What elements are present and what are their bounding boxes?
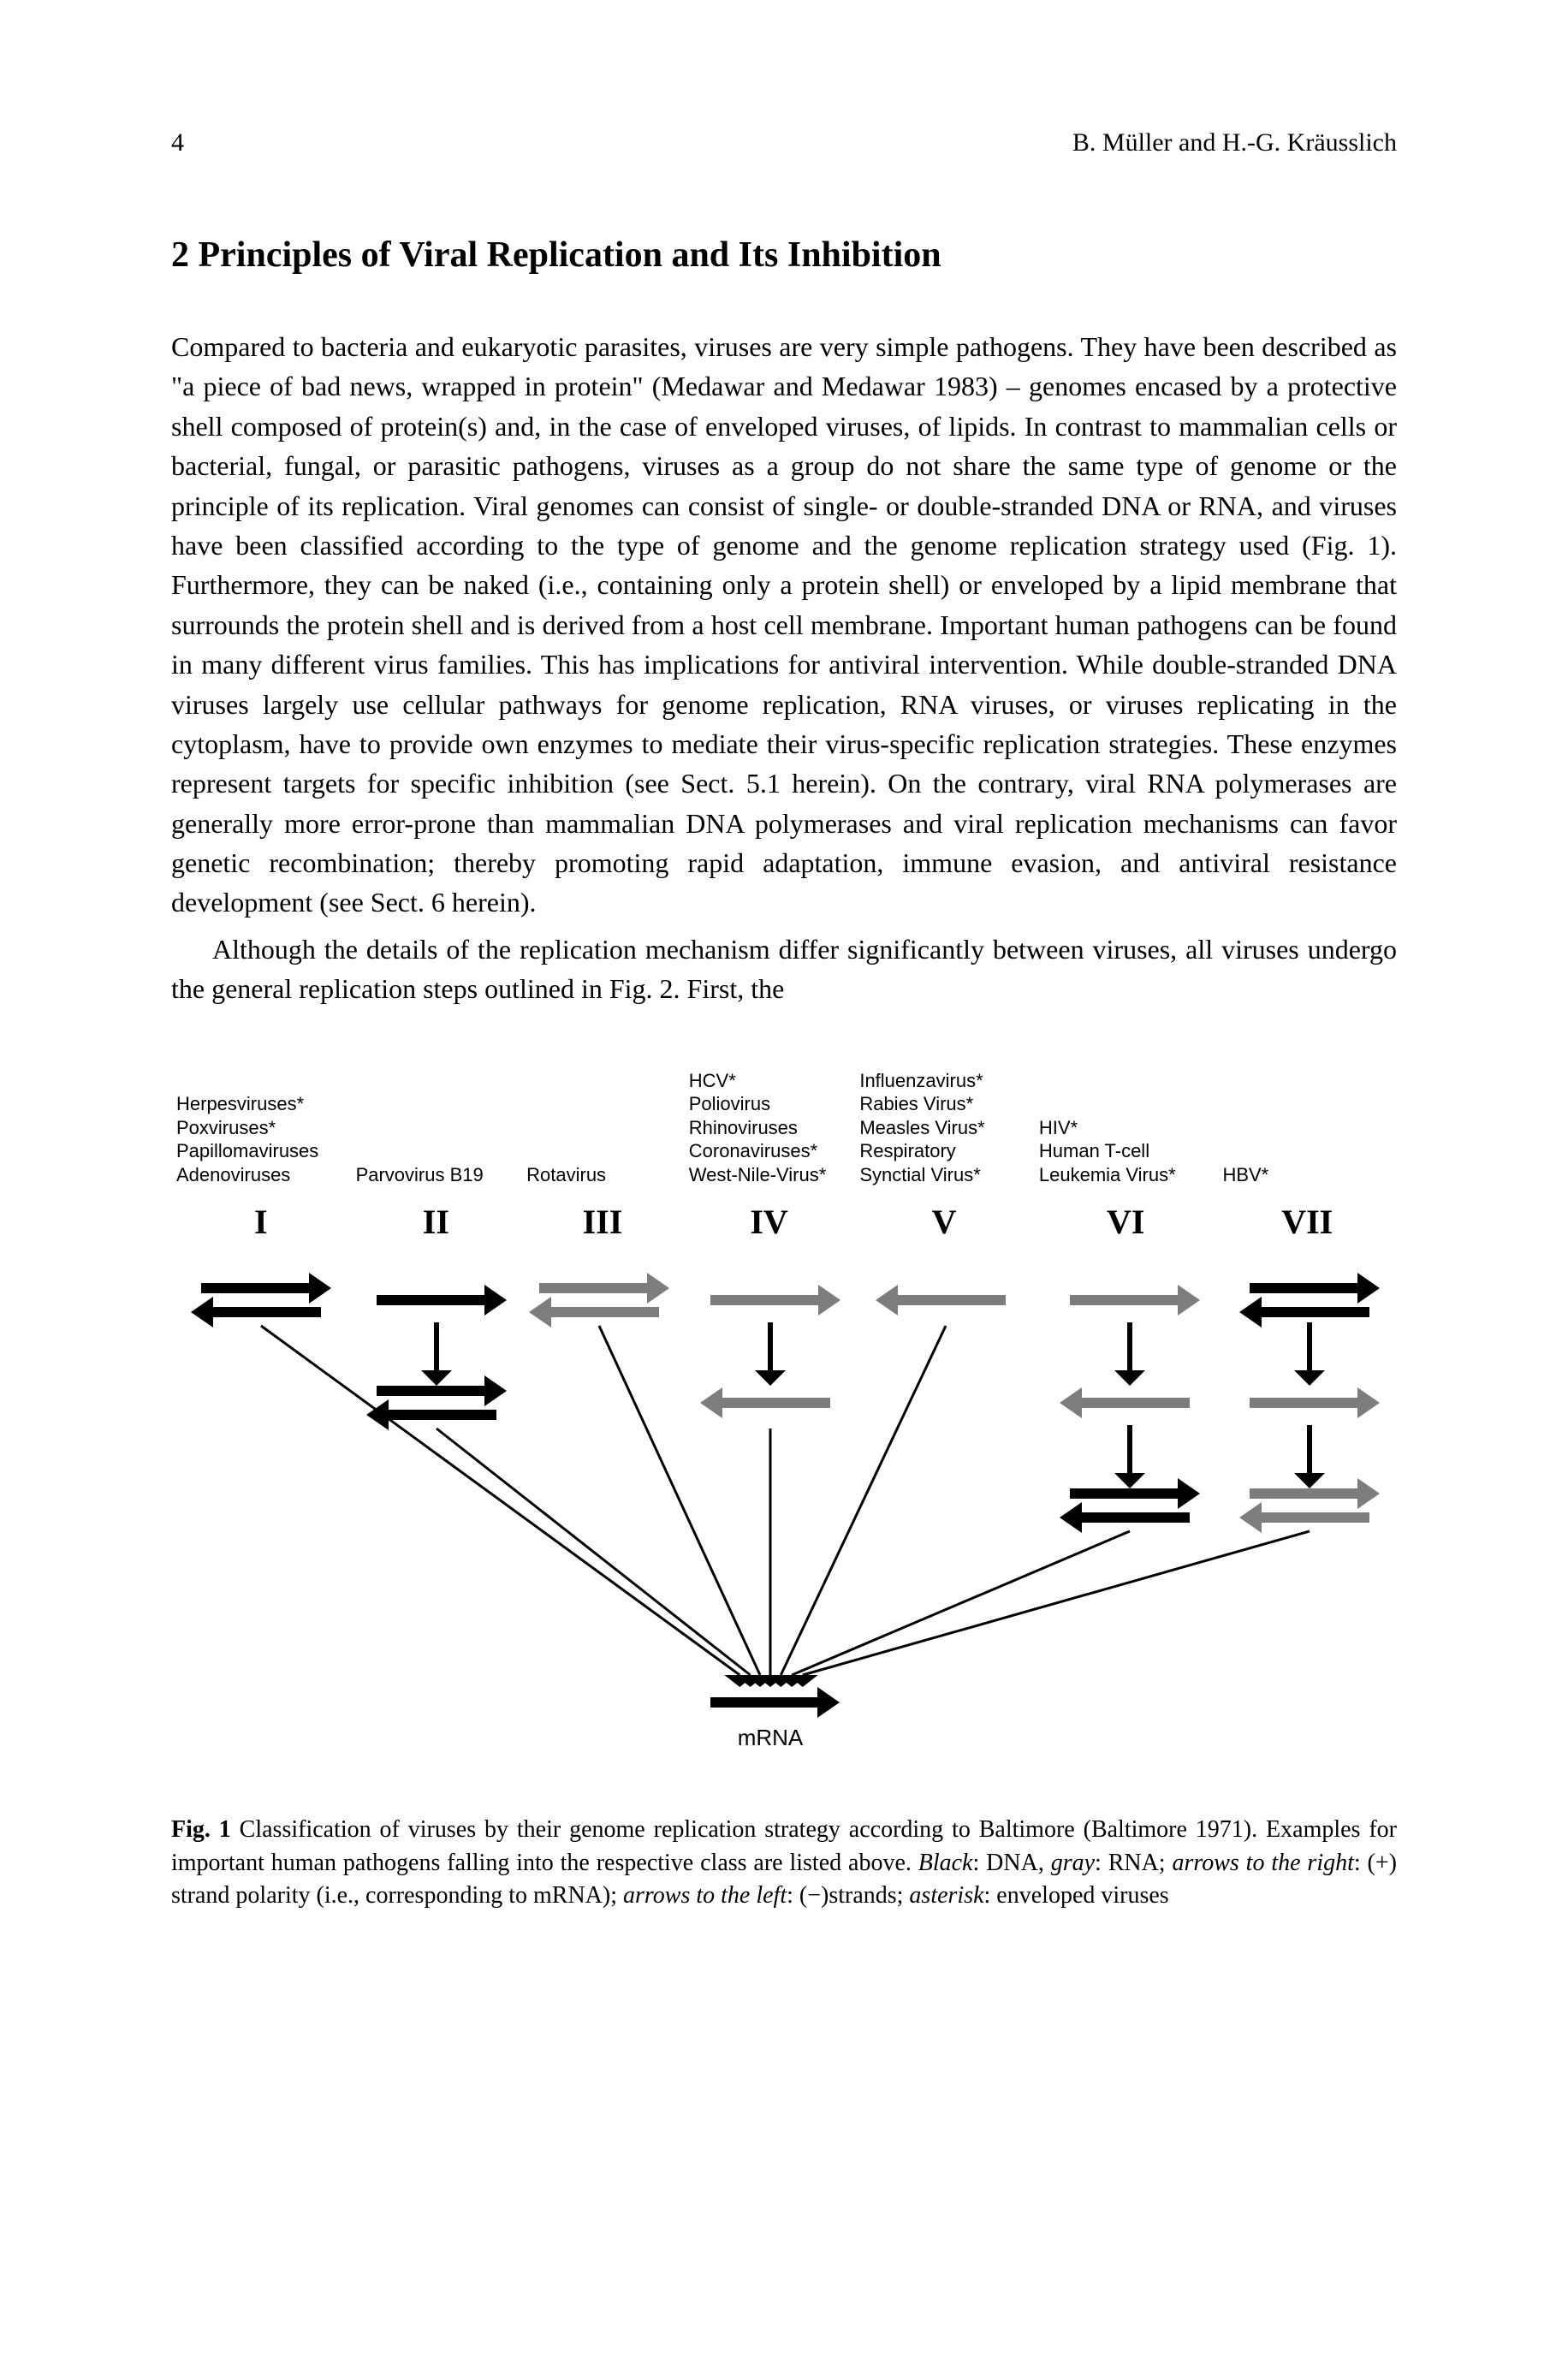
virus-example: Poliovirus	[689, 1092, 770, 1116]
virus-example: HBV*	[1222, 1163, 1268, 1187]
virus-example: Rhinoviruses	[689, 1116, 798, 1140]
class-examples-col: HBV*	[1217, 1069, 1397, 1187]
class-headers-row: Herpesviruses*Poxviruses*Papillomaviruse…	[171, 1069, 1397, 1187]
body-paragraph-1: Compared to bacteria and eukaryotic para…	[171, 327, 1397, 923]
body-paragraph-2: Although the details of the replication …	[171, 930, 1397, 1009]
virus-example: HCV*	[689, 1069, 736, 1093]
class-examples-col: Parvovirus B19	[351, 1069, 522, 1187]
virus-example: Parvovirus B19	[356, 1163, 484, 1187]
virus-example: Papillomaviruses	[176, 1139, 318, 1163]
roman-numeral: III	[521, 1202, 684, 1242]
class-examples-col: HCV*PoliovirusRhinovirusesCoronaviruses*…	[684, 1069, 855, 1187]
virus-example: Rabies Virus*	[859, 1092, 973, 1116]
running-head: 4 B. Müller and H.-G. Kräusslich	[171, 128, 1397, 157]
virus-example: Adenoviruses	[176, 1163, 290, 1187]
class-examples-col: Herpesviruses*Poxviruses*Papillomaviruse…	[171, 1069, 351, 1187]
class-examples-col: Rotavirus	[521, 1069, 684, 1187]
virus-example: HIV*	[1039, 1116, 1078, 1140]
virus-example: Synctial Virus*	[859, 1163, 980, 1187]
virus-example: West-Nile-Virus*	[689, 1163, 827, 1187]
roman-numeral: VI	[1034, 1202, 1218, 1242]
roman-numeral: II	[351, 1202, 522, 1242]
figure-label: Fig. 1	[171, 1816, 231, 1843]
virus-example: Leukemia Virus*	[1039, 1163, 1176, 1187]
roman-numeral: IV	[684, 1202, 855, 1242]
virus-example: Coronaviruses*	[689, 1139, 817, 1163]
virus-example: Respiratory	[859, 1139, 955, 1163]
virus-example: Measles Virus*	[859, 1116, 984, 1140]
roman-numerals-row: IIIIIIIVVVIVII	[171, 1202, 1397, 1242]
virus-example: Human T-cell	[1039, 1139, 1149, 1163]
roman-numeral: I	[171, 1202, 351, 1242]
baltimore-diagram: mRNA	[171, 1257, 1397, 1788]
class-examples-col: HIV*Human T-cellLeukemia Virus*	[1034, 1069, 1218, 1187]
mrna-label: mRNA	[738, 1725, 804, 1750]
virus-example: Herpesviruses*	[176, 1092, 304, 1116]
figure-caption: Fig. 1 Classification of viruses by thei…	[171, 1814, 1397, 1913]
figure-1: Herpesviruses*Poxviruses*Papillomaviruse…	[171, 1069, 1397, 1913]
roman-numeral: V	[854, 1202, 1034, 1242]
authors-head: B. Müller and H.-G. Kräusslich	[1072, 128, 1397, 157]
virus-example: Poxviruses*	[176, 1116, 276, 1140]
roman-numeral: VII	[1217, 1202, 1397, 1242]
virus-example: Rotavirus	[526, 1163, 606, 1187]
class-examples-col: Influenzavirus*Rabies Virus*Measles Viru…	[854, 1069, 1034, 1187]
section-heading: 2 Principles of Viral Replication and It…	[171, 235, 1397, 276]
virus-example: Influenzavirus*	[859, 1069, 983, 1093]
page-number: 4	[171, 128, 184, 157]
